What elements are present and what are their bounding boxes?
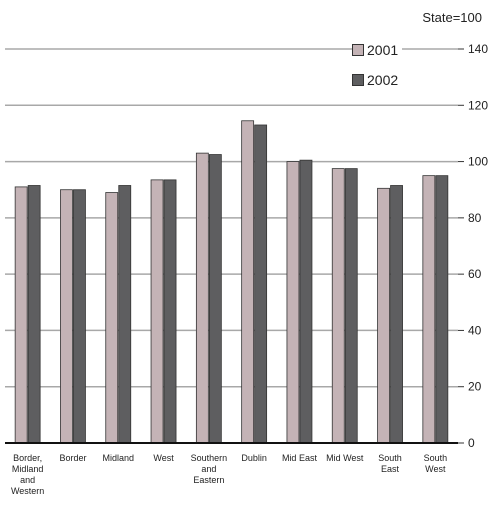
y-tick-label: 80 bbox=[468, 211, 482, 225]
legend-label-2001: 2001 bbox=[367, 42, 399, 58]
x-tick-label: South bbox=[424, 453, 448, 463]
y-tick-label: 0 bbox=[468, 436, 475, 450]
legend-swatch-2002 bbox=[352, 74, 364, 86]
x-tick-label: and bbox=[20, 475, 35, 485]
bar-2002-7 bbox=[344, 168, 358, 444]
x-tick-label: West bbox=[425, 464, 446, 474]
y-tick-label: 140 bbox=[468, 42, 488, 56]
legend-label-2002: 2002 bbox=[367, 72, 399, 88]
y-tick-label: 120 bbox=[468, 98, 488, 112]
bar-2001-0 bbox=[14, 186, 28, 444]
bar-2002-5 bbox=[254, 124, 268, 444]
y-tick-label: 100 bbox=[468, 155, 488, 169]
x-tick-label: Border bbox=[59, 453, 86, 463]
x-tick-label: East bbox=[381, 464, 400, 474]
x-tick-label: West bbox=[153, 453, 174, 463]
bar-2002-0 bbox=[27, 185, 41, 444]
x-tick-label: Eastern bbox=[193, 475, 224, 485]
x-tick-label: Dublin bbox=[241, 453, 267, 463]
bar-2001-6 bbox=[286, 161, 300, 444]
x-tick-label: and bbox=[201, 464, 216, 474]
x-tick-label: Mid East bbox=[282, 453, 318, 463]
bar-2001-4 bbox=[195, 152, 209, 444]
x-tick-label: Midland bbox=[102, 453, 134, 463]
y-tick-label: 20 bbox=[468, 380, 482, 394]
unit-label: State=100 bbox=[422, 10, 482, 25]
x-tick-label: South bbox=[378, 453, 402, 463]
bar-2001-7 bbox=[331, 168, 345, 444]
y-tick-label: 60 bbox=[468, 267, 482, 281]
bar-2001-8 bbox=[377, 187, 390, 444]
legend: 2001 2002 bbox=[352, 40, 403, 100]
legend-item-2002: 2002 bbox=[352, 70, 403, 90]
bar-2002-4 bbox=[208, 154, 222, 444]
bar-2002-1 bbox=[73, 189, 86, 444]
bar-2001-5 bbox=[241, 120, 255, 444]
bars bbox=[14, 120, 449, 444]
labels: 020406080100120140Border,MidlandandWeste… bbox=[11, 42, 488, 496]
bar-2002-2 bbox=[118, 185, 132, 444]
y-tick-label: 40 bbox=[468, 323, 482, 337]
bar-2002-3 bbox=[163, 179, 177, 444]
bar-2002-6 bbox=[299, 159, 313, 444]
x-tick-label: Mid West bbox=[326, 453, 364, 463]
x-tick-label: Border, bbox=[13, 453, 42, 463]
x-tick-label: Southern bbox=[191, 453, 228, 463]
bar-2001-1 bbox=[60, 189, 73, 444]
bar-2001-3 bbox=[150, 179, 164, 444]
axes bbox=[5, 48, 464, 444]
x-tick-label: Western bbox=[11, 486, 44, 496]
bar-2002-8 bbox=[390, 185, 403, 444]
bar-2002-9 bbox=[435, 175, 449, 444]
legend-swatch-2001 bbox=[352, 44, 364, 56]
bar-2001-9 bbox=[422, 175, 436, 444]
legend-item-2001: 2001 bbox=[352, 40, 403, 60]
x-tick-label: Midland bbox=[12, 464, 44, 474]
bar-2001-2 bbox=[105, 192, 119, 444]
